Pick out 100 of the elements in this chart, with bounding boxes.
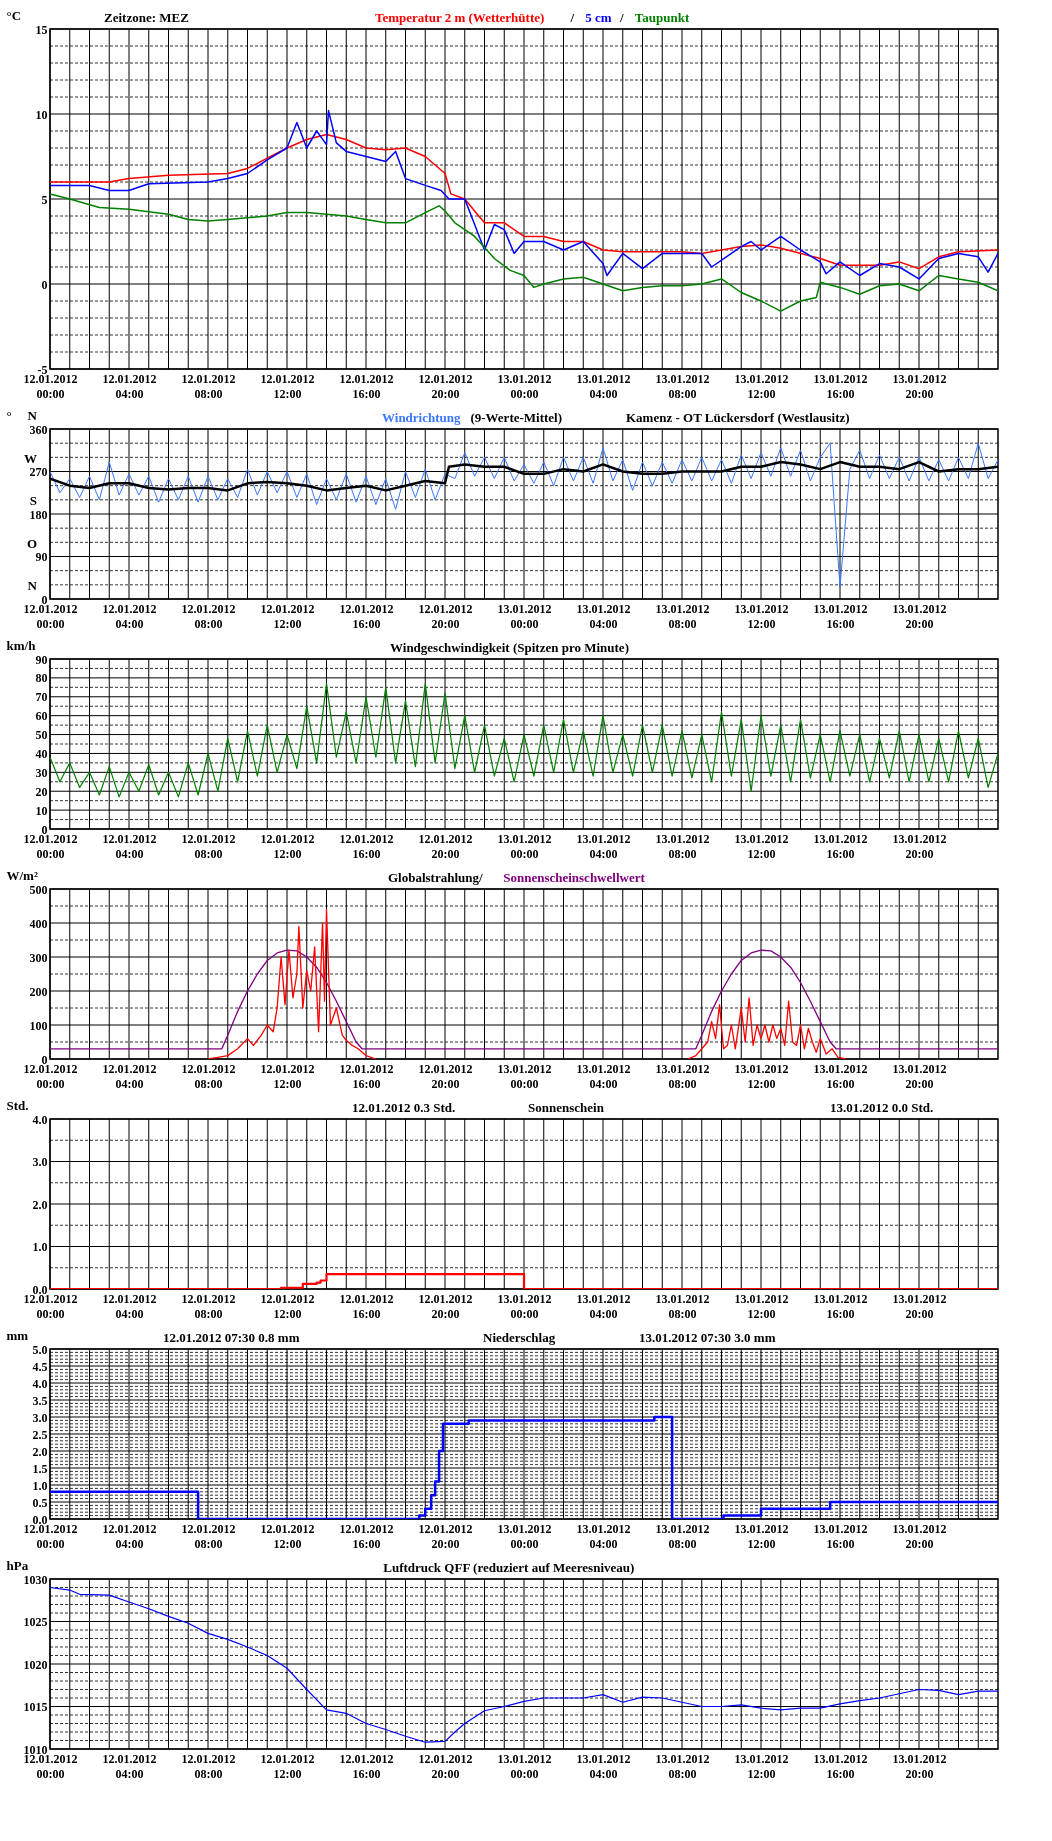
x-tick-label: 13.01.2012 20:00: [892, 601, 947, 631]
y-tick-label: 1020: [23, 1657, 48, 1672]
y-axis-title: °C: [6, 7, 22, 23]
x-tick-label: 13.01.2012 16:00: [813, 1751, 868, 1781]
line-series: [50, 949, 998, 1050]
chart-title: Windgeschwindigkeit (Spitzen pro Minute): [390, 640, 629, 655]
x-tick-label: 13.01.2012 12:00: [734, 371, 789, 401]
x-tick-label: 12.01.2012 04:00: [102, 601, 157, 631]
x-tick-label: 13.01.2012 08:00: [655, 1291, 710, 1321]
y-tick-label: 180: [29, 507, 48, 522]
y-axis-title: Std.: [6, 1097, 29, 1113]
text: S: [29, 493, 37, 508]
y-tick-label: 20: [35, 784, 48, 799]
x-tick-label: 12.01.2012 12:00: [260, 1751, 315, 1781]
x-tick-label: 13.01.2012 04:00: [576, 601, 631, 631]
x-tick-label: 13.01.2012 00:00: [497, 601, 552, 631]
x-tick-label: 12.01.2012 08:00: [181, 1291, 236, 1321]
y-tick-label: 0: [41, 277, 48, 292]
x-tick-label: 12.01.2012 16:00: [339, 601, 394, 631]
y-tick-label: 270: [29, 465, 48, 479]
x-tick-label: 12.01.2012 08:00: [181, 1751, 236, 1781]
text: W: [24, 450, 37, 466]
line-series: [50, 193, 998, 312]
y-axis-title: °: [6, 407, 12, 423]
chart-title: Globalstrahlung/: [388, 870, 484, 885]
x-tick-label: 12.01.2012 16:00: [339, 371, 394, 401]
y-tick-label: 2.5: [32, 1427, 48, 1442]
x-tick-label: 12.01.2012 08:00: [181, 371, 236, 401]
x-tick-label: 13.01.2012 04:00: [576, 1521, 631, 1551]
x-tick-label: 13.01.2012 08:00: [655, 1521, 710, 1551]
text: 12.01.2012 07:30 0.8 mm: [163, 1330, 300, 1345]
x-tick-label: 13.01.2012 08:00: [655, 1061, 710, 1091]
x-tick-label: 13.01.2012 00:00: [497, 831, 552, 861]
x-tick-label: 13.01.2012 00:00: [497, 1291, 552, 1321]
x-tick-label: 13.01.2012 16:00: [813, 1521, 868, 1551]
x-tick-label: 13.01.2012 12:00: [734, 1291, 789, 1321]
y-tick-label: 1030: [23, 1572, 48, 1587]
x-tick-label: 13.01.2012 16:00: [813, 601, 868, 631]
line-series: [50, 1586, 998, 1743]
x-tick-label: 13.01.2012 08:00: [655, 1751, 710, 1781]
x-tick-label: 12.01.2012 20:00: [418, 1061, 473, 1091]
x-tick-label: 13.01.2012 12:00: [734, 1521, 789, 1551]
x-tick-label: 13.01.2012 12:00: [734, 1061, 789, 1091]
x-tick-label: 12.01.2012 04:00: [102, 1291, 157, 1321]
x-tick-label: 12.01.2012 20:00: [418, 601, 473, 631]
x-tick-label: 12.01.2012 16:00: [339, 1751, 394, 1781]
x-tick-label: 12.01.2012 04:00: [102, 1751, 157, 1781]
x-tick-label: 13.01.2012 20:00: [892, 1521, 947, 1551]
y-tick-label: 15: [35, 22, 48, 37]
y-tick-label: 5.0: [32, 1342, 48, 1357]
y-tick-label: 4.0: [32, 1112, 48, 1127]
x-tick-label: 13.01.2012 08:00: [655, 601, 710, 631]
x-tick-label: 13.01.2012 12:00: [734, 1751, 789, 1781]
y-tick-label: 4.5: [32, 1359, 48, 1374]
text: O: [26, 535, 37, 551]
x-tick-label: 12.01.2012 04:00: [102, 1061, 157, 1091]
x-tick-label: 13.01.2012 00:00: [497, 1521, 552, 1551]
x-tick-label: 13.01.2012 16:00: [813, 1061, 868, 1091]
text: /: [569, 10, 575, 25]
y-axis-title: mm: [6, 1327, 29, 1343]
text: Temperatur 2 m (Wetterhütte): [375, 10, 545, 25]
y-tick-label: 300: [29, 950, 48, 965]
x-tick-label: 13.01.2012 04:00: [576, 1291, 631, 1321]
y-tick-label: 4.0: [32, 1376, 48, 1391]
x-tick-label: 12.01.2012 04:00: [102, 831, 157, 861]
x-tick-label: 12.01.2012 04:00: [102, 1521, 157, 1551]
x-tick-label: 13.01.2012 20:00: [892, 1751, 947, 1781]
text: Windrichtung: [382, 410, 462, 425]
text: Sonnenscheinschwellwert: [503, 870, 646, 885]
y-tick-label: 2.0: [32, 1444, 48, 1459]
x-tick-label: 12.01.2012 20:00: [418, 1521, 473, 1551]
x-tick-label: 13.01.2012 08:00: [655, 831, 710, 861]
x-tick-label: 12.01.2012 12:00: [260, 1291, 315, 1321]
text: 13.01.2012 0.0 Std.: [830, 1100, 934, 1115]
x-tick-label: 12.01.2012 08:00: [181, 1521, 236, 1551]
x-tick-label: 12.01.2012 08:00: [181, 601, 236, 631]
x-tick-label: 13.01.2012 12:00: [734, 831, 789, 861]
y-tick-label: 0.5: [32, 1495, 48, 1510]
x-tick-label: 13.01.2012 04:00: [576, 831, 631, 861]
text: N: [27, 408, 38, 423]
x-tick-label: 12.01.2012 12:00: [260, 601, 315, 631]
y-tick-label: 3.5: [32, 1393, 48, 1408]
x-tick-label: 12.01.2012 20:00: [418, 831, 473, 861]
x-tick-label: 13.01.2012 20:00: [892, 371, 947, 401]
y-tick-label: 200: [29, 984, 48, 999]
x-tick-label: 12.01.2012 16:00: [339, 1521, 394, 1551]
x-tick-label: 13.01.2012 08:00: [655, 371, 710, 401]
x-tick-label: 12.01.2012 16:00: [339, 1061, 394, 1091]
y-axis-title: W/m²: [6, 867, 38, 883]
x-tick-label: 12.01.2012 20:00: [418, 1291, 473, 1321]
x-tick-label: 13.01.2012 16:00: [813, 1291, 868, 1321]
text: N: [27, 578, 38, 593]
x-tick-label: 13.01.2012 04:00: [576, 1751, 631, 1781]
x-tick-label: 12.01.2012 12:00: [260, 371, 315, 401]
text: 13.01.2012 07:30 3.0 mm: [639, 1330, 776, 1345]
y-axis-title: hPa: [6, 1557, 29, 1573]
x-tick-label: 13.01.2012 16:00: [813, 371, 868, 401]
x-tick-label: 12.01.2012 20:00: [418, 1751, 473, 1781]
y-tick-label: 60: [35, 709, 48, 724]
y-tick-label: 10: [35, 803, 48, 818]
